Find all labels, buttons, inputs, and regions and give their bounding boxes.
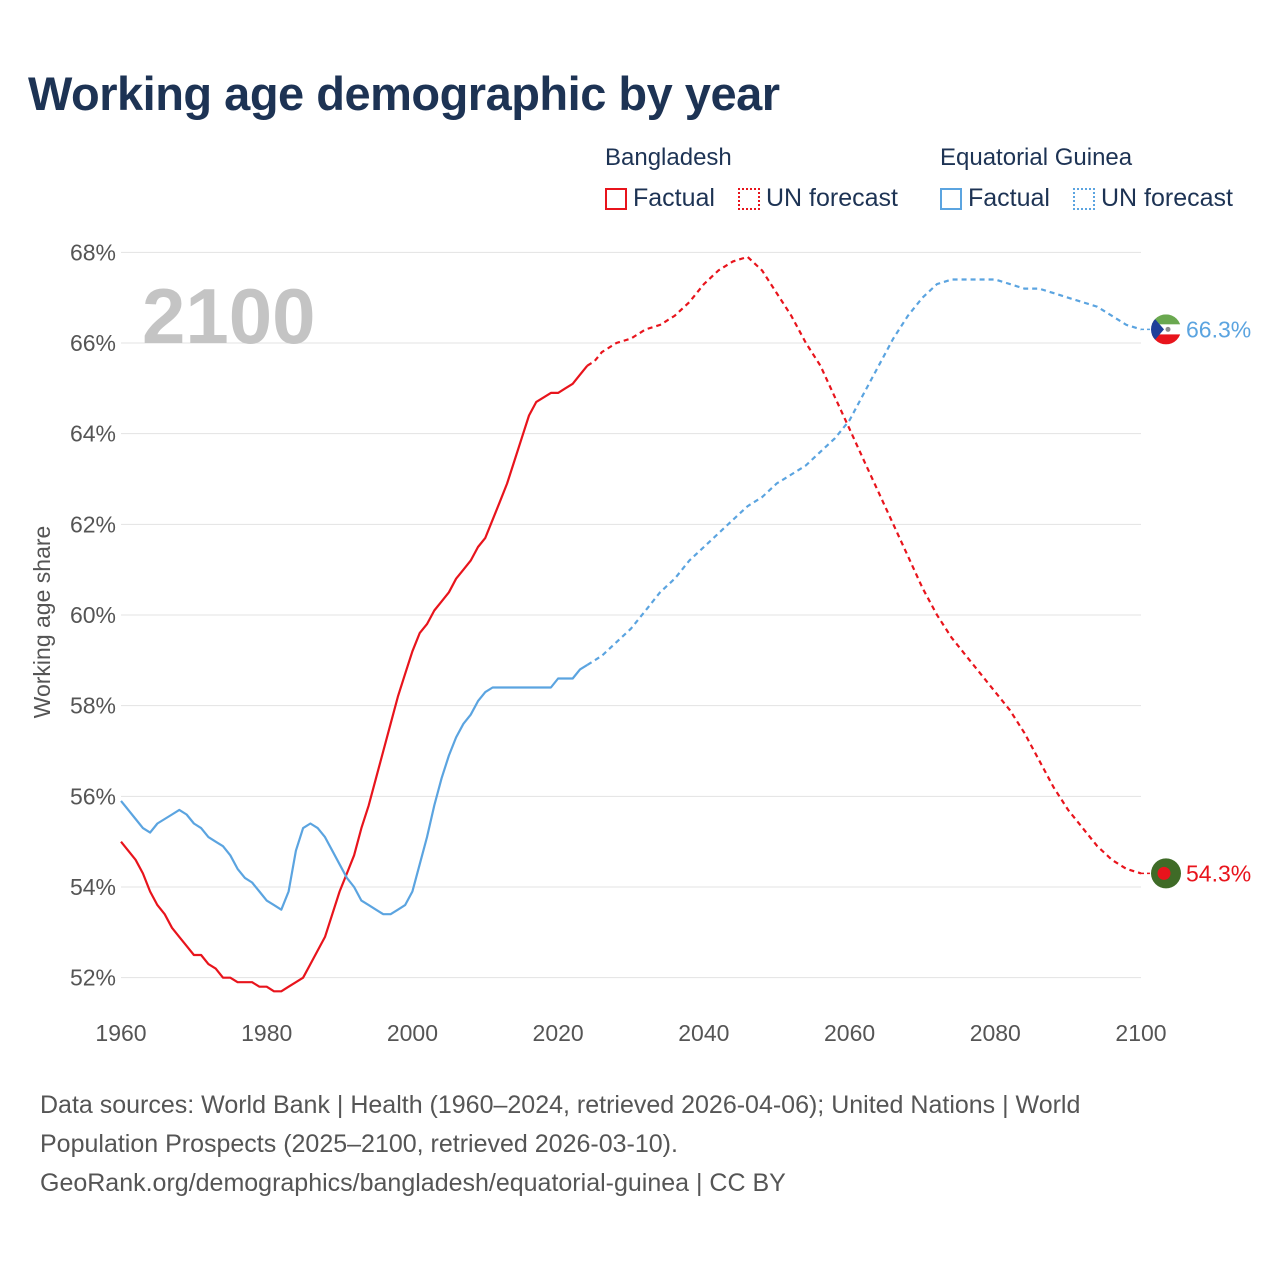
y-axis-label: Working age share bbox=[29, 526, 55, 719]
flag-emblem bbox=[1165, 326, 1171, 332]
y-tick-label: 52% bbox=[70, 965, 116, 991]
x-ticks: 1960 1980 2000 2020 2040 2060 2080 2100 bbox=[95, 1020, 1166, 1046]
y-ticks: 52% 54% 56% 58% 60% 62% 64% 66% 68% bbox=[70, 239, 116, 990]
y-tick-label: 54% bbox=[70, 874, 116, 900]
legend-swatch-dotted-icon bbox=[1073, 187, 1095, 210]
equatorial-guinea-flag-icon bbox=[1151, 314, 1181, 345]
chart-title: Working age demographic by year bbox=[28, 67, 780, 120]
y-tick-label: 56% bbox=[70, 783, 116, 809]
end-value-label: 54.3% bbox=[1186, 860, 1251, 886]
x-tick-label: 2100 bbox=[1115, 1020, 1166, 1046]
legend-swatch-solid-icon bbox=[605, 187, 627, 210]
y-tick-label: 66% bbox=[70, 330, 116, 356]
grid bbox=[121, 251, 1141, 979]
flag-stripe-red bbox=[1151, 334, 1181, 345]
legend-swatch-dotted-icon bbox=[738, 187, 760, 210]
legend-group-equatorial-guinea: Equatorial Guinea bbox=[940, 144, 1133, 171]
x-tick-label: 2080 bbox=[970, 1020, 1021, 1046]
x-tick-label: 2020 bbox=[533, 1020, 584, 1046]
x-tick-label: 1980 bbox=[241, 1020, 292, 1046]
x-tick-label: 2000 bbox=[387, 1020, 438, 1046]
series-lines bbox=[120, 255, 1142, 993]
source-line-1: Data sources: World Bank | Health (1960–… bbox=[40, 1091, 1081, 1119]
end-value-label: 66.3% bbox=[1186, 316, 1251, 342]
series-line-factual bbox=[120, 365, 589, 993]
legend-swatch-solid-icon bbox=[940, 187, 962, 210]
y-tick-label: 68% bbox=[70, 239, 116, 265]
y-tick-label: 62% bbox=[70, 511, 116, 537]
legend-equatorial-guinea-forecast[interactable]: UN forecast bbox=[1073, 184, 1233, 213]
y-tick-label: 60% bbox=[70, 602, 116, 628]
legend-label: UN forecast bbox=[766, 184, 898, 212]
x-tick-label: 2060 bbox=[824, 1020, 875, 1046]
series-line-forecast bbox=[586, 278, 1142, 666]
y-tick-label: 58% bbox=[70, 693, 116, 719]
legend-label: UN forecast bbox=[1101, 184, 1233, 212]
legend-group-bangladesh: Bangladesh bbox=[605, 144, 732, 171]
x-tick-label: 2040 bbox=[678, 1020, 729, 1046]
legend-label: Factual bbox=[633, 184, 715, 212]
year-watermark: 2100 bbox=[142, 272, 316, 360]
data-source: Data sources: World Bank | Health (1960–… bbox=[40, 1086, 1220, 1203]
flag-stripe-green bbox=[1151, 314, 1181, 325]
source-line-2: Population Prospects (2025–2100, retriev… bbox=[40, 1130, 678, 1158]
series-line-forecast bbox=[586, 255, 1142, 875]
chart-area: 2100 Working age share 52% 54% 56% 58% 60% 62… bbox=[29, 239, 1251, 1046]
x-tick-label: 1960 bbox=[95, 1020, 146, 1046]
flag-triangle bbox=[1151, 314, 1164, 345]
flag-disc bbox=[1157, 866, 1171, 880]
legend-equatorial-guinea-factual[interactable]: Factual bbox=[940, 184, 1050, 213]
legend-bangladesh-factual[interactable]: Factual bbox=[605, 184, 715, 213]
y-tick-label: 64% bbox=[70, 421, 116, 447]
bangladesh-flag-icon bbox=[1151, 858, 1181, 889]
end-markers: 54.3% 66.3% bbox=[1141, 314, 1251, 889]
legend-bangladesh-forecast[interactable]: UN forecast bbox=[738, 184, 898, 213]
source-link[interactable]: GeoRank.org/demographics/bangladesh/equa… bbox=[40, 1169, 786, 1197]
legend-label: Factual bbox=[968, 184, 1050, 212]
series-line-factual bbox=[120, 663, 588, 916]
